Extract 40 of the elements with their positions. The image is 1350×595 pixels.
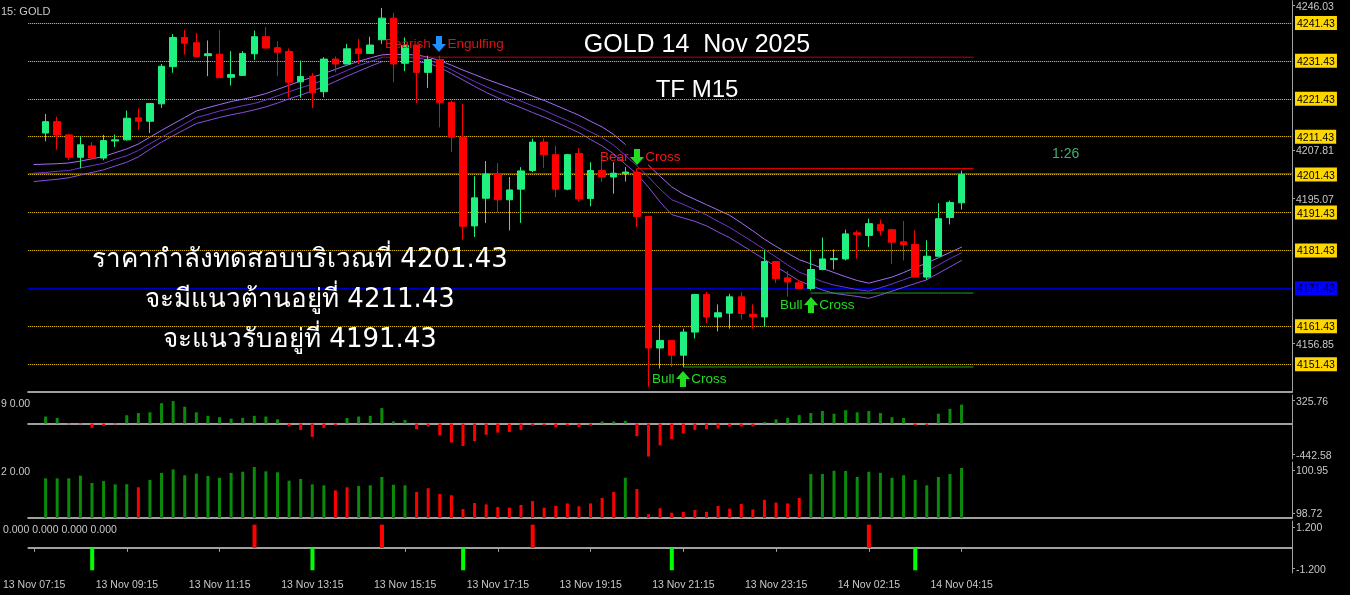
ref-line-label: 4201.43 [1297,168,1336,181]
y-tick-label: 1.200 [1296,521,1323,534]
y-tick-label: 100.95 [1296,463,1329,476]
y-tick-label: 4195.07 [1296,192,1335,205]
y-tick-label: 325.76 [1296,394,1329,407]
x-tick-label: 13 Nov 21:15 [652,577,715,590]
x-tick-label: 13 Nov 17:15 [466,577,530,590]
ref-line-label: 4191.43 [1297,206,1336,219]
x-tick-label: 14 Nov 02:15 [837,577,901,590]
text: TF M15 [655,75,739,102]
x-tick-label: 13 Nov 13:15 [281,577,344,590]
annotation: Bull Cross [780,296,855,313]
ref-line-label: 4181.43 [1297,244,1336,257]
y-tick-label: 98.72 [1296,507,1323,520]
text: GOLD 14 Nov 2025 [583,28,811,57]
x-tick-label: 13 Nov 11:15 [188,577,251,590]
annotation: 9 0.00 [1,396,31,410]
x-tick-label: 13 Nov 15:15 [373,577,437,590]
y-tick-label: 4207.81 [1296,144,1335,157]
annotation: 0.000 0.000 0.000 0.000 [3,522,117,536]
ref-line-label: 4171.43 [1297,282,1336,295]
x-tick-label: 13 Nov 07:15 [3,577,66,590]
ref-line-label: 4221.43 [1297,92,1336,105]
annotation: Bull Cross [652,370,727,387]
x-tick-label: 14 Nov 04:15 [930,577,994,590]
x-tick-label: 13 Nov 09:15 [95,577,159,590]
ref-line-label: 4211.43 [1297,130,1335,143]
ref-line-label: 4231.43 [1297,54,1336,67]
ref-line-label: 4161.43 [1297,320,1336,333]
x-tick-label: 13 Nov 23:15 [744,577,808,590]
y-tick-label: -1.200 [1296,562,1326,575]
y-tick-label: 4156.85 [1296,337,1335,350]
y-tick-label: -442.58 [1296,448,1332,461]
ref-line-label: 4151.43 [1297,358,1336,371]
x-tick-label: 13 Nov 19:15 [559,577,623,590]
annotation: 2 0.00 [1,464,31,478]
annotation: 15: GOLD [1,5,51,19]
annotation: 1:26 [1052,144,1080,162]
y-tick-label: 4246.03 [1296,0,1335,12]
ref-line-label: 4241.43 [1297,16,1336,29]
